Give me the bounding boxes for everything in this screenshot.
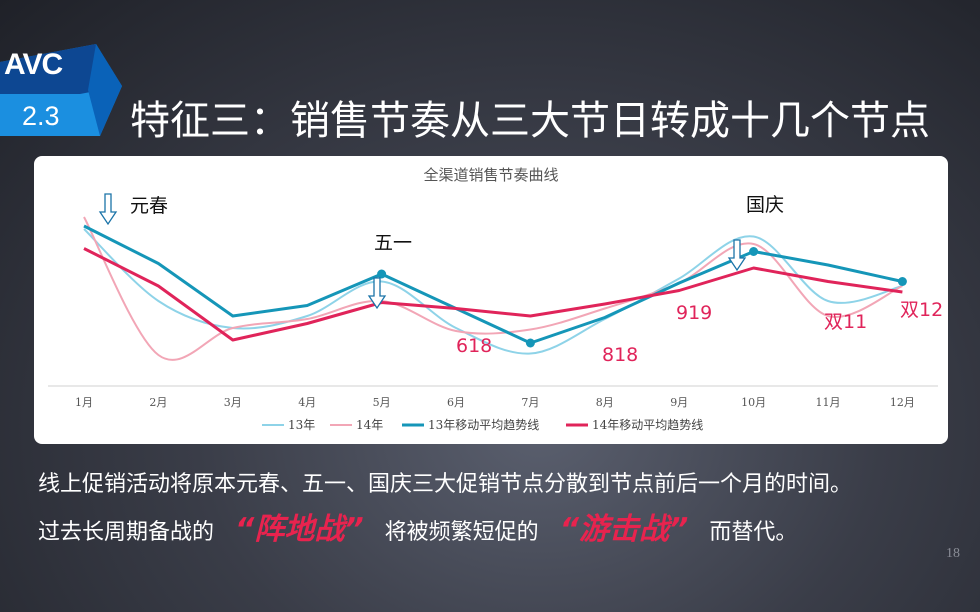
x-tick-label: 11月 — [816, 396, 841, 409]
body-text-c: 而替代。 — [709, 520, 798, 545]
legend-label: 14年 — [356, 418, 383, 432]
x-tick-label: 3月 — [224, 396, 242, 409]
promo-label: 双12 — [900, 299, 943, 321]
body-text-b: 将被频繁短促的 — [384, 520, 539, 545]
x-tick-label: 8月 — [596, 396, 614, 409]
ma-13-point-marker — [749, 247, 759, 256]
x-tick-label: 5月 — [373, 396, 391, 409]
body-text-a: 过去长周期备战的 — [38, 520, 215, 545]
body-line-1: 线上促销活动将原本元春、五一、国庆三大促销节点分散到节点前后一个月的时间。 — [38, 472, 853, 497]
chart-panel: 全渠道销售节奏曲线 1月 2月 3月 4月 5月 6月 7月 8月 9月 10月 11月 12月 元春五一… — [34, 156, 948, 444]
x-tick-label: 4月 — [298, 396, 316, 409]
series-14-line — [83, 216, 903, 361]
avc-logo — [0, 44, 122, 136]
ma-13-point-marker — [525, 338, 535, 348]
ma-13-point-marker — [897, 277, 907, 286]
holiday-label: 国庆 — [746, 194, 784, 216]
ma-13-point-marker — [377, 269, 387, 279]
page-number: 18 — [946, 546, 960, 561]
x-tick-label: 10月 — [741, 396, 766, 409]
legend-label: 13年移动平均趋势线 — [428, 418, 539, 432]
chart-title: 全渠道销售节奏曲线 — [423, 166, 558, 184]
legend-label: 14年移动平均趋势线 — [592, 418, 703, 432]
series-13-line — [83, 228, 903, 355]
x-tick-label: 1月 — [75, 396, 93, 409]
down-arrow-icon — [727, 239, 747, 272]
slide-title: 特征三：销售节奏从三大节日转成十几个节点 — [130, 98, 930, 144]
x-tick-label: 2月 — [149, 396, 167, 409]
x-tick-label: 6月 — [447, 396, 465, 409]
x-tick-label: 7月 — [521, 396, 539, 409]
section-number: 2.3 — [22, 101, 60, 131]
body-line-2: 过去长周期备战的 “阵地战” 将被频繁短促的 “游击战” 而替代。 — [38, 504, 797, 548]
logo-text: AVC — [4, 48, 63, 81]
highlight-positional-war: “阵地战” — [235, 512, 364, 547]
promo-label: 618 — [456, 335, 492, 357]
down-arrow-icon — [367, 277, 387, 310]
x-tick-label: 9月 — [670, 396, 688, 409]
highlight-guerrilla-war: “游击战” — [559, 512, 689, 547]
promo-label: 919 — [676, 302, 712, 324]
holiday-label: 五一 — [374, 232, 412, 254]
holiday-label: 元春 — [130, 195, 168, 217]
promo-label: 双11 — [824, 311, 867, 333]
x-tick-label: 12月 — [890, 396, 915, 409]
down-arrow-icon — [98, 193, 118, 226]
promo-label: 818 — [602, 344, 638, 366]
sales-rhythm-chart: 全渠道销售节奏曲线 1月 2月 3月 4月 5月 6月 7月 8月 9月 10月 11月 12月 元春五一… — [48, 166, 943, 432]
ma-13-line — [83, 224, 903, 345]
legend-label: 13年 — [288, 418, 315, 432]
ma-14-line — [83, 247, 903, 342]
